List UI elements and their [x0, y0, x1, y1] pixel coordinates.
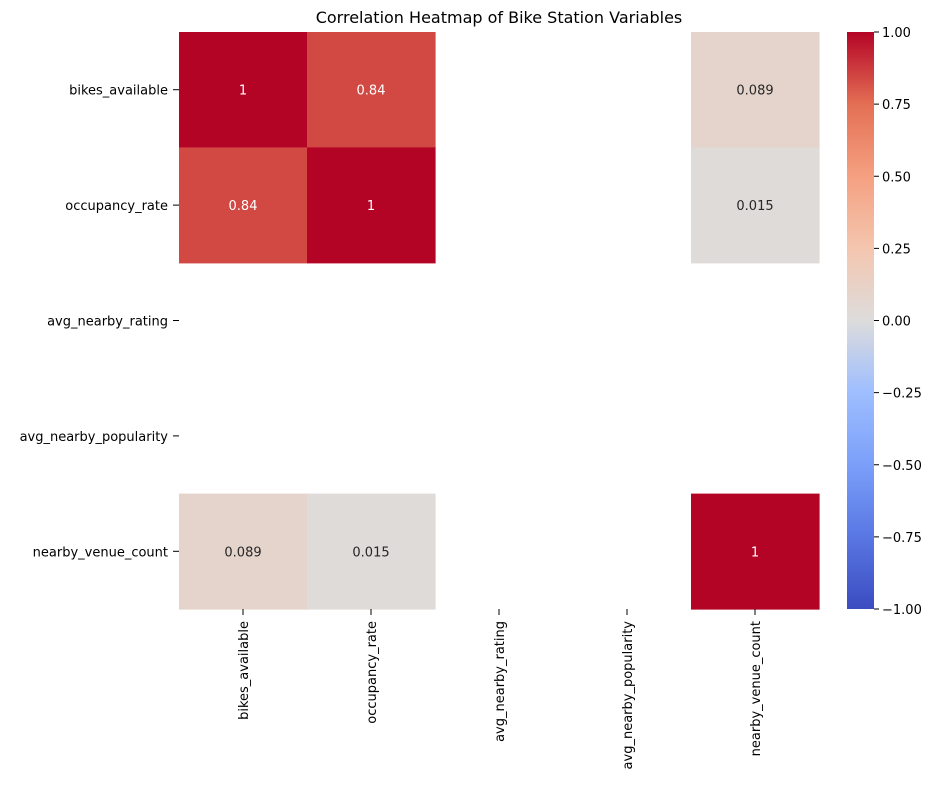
- x-tick-label: occupancy_rate: [365, 621, 380, 724]
- heatmap-cells: [179, 32, 820, 610]
- cell-annotation: 1: [367, 199, 375, 214]
- y-tick-label: avg_nearby_popularity: [20, 430, 169, 445]
- heatmap-cell: [691, 147, 820, 264]
- x-tick-label: nearby_venue_count: [749, 621, 764, 756]
- colorbar-tick-label: −0.50: [882, 459, 922, 474]
- colorbar-tick-label: −0.25: [882, 387, 922, 402]
- x-tick-label: bikes_available: [237, 621, 252, 720]
- colorbar-ticks: 1.00 0.75 0.50 0.25 0.00 −0.25 −0.50 −0.75 −1.00: [874, 26, 922, 618]
- cell-annotation: 0.089: [736, 84, 773, 99]
- cell-annotation: 0.84: [357, 84, 386, 99]
- colorbar-tick-label: 1.00: [882, 26, 911, 41]
- heatmap-cell: [179, 147, 308, 264]
- colorbar-tick-label: −0.75: [882, 531, 922, 546]
- x-tick-label: avg_nearby_popularity: [621, 621, 636, 770]
- cell-annotation: 0.089: [224, 545, 261, 560]
- colorbar-tick-label: 0.25: [882, 242, 911, 257]
- colorbar: [847, 32, 874, 609]
- heatmap-cell: [307, 493, 436, 610]
- heatmap-cell: [307, 147, 436, 264]
- colorbar-tick-label: 0.50: [882, 170, 911, 185]
- x-tick-label: avg_nearby_rating: [493, 621, 508, 742]
- heatmap-cell: [179, 32, 308, 148]
- y-axis: bikes_available occupancy_rate avg_nearby_…: [20, 84, 179, 560]
- chart-title: Correlation Heatmap of Bike Station Vari…: [316, 8, 683, 27]
- heatmap-cell: [179, 493, 308, 610]
- colorbar-gradient: [847, 32, 874, 609]
- y-tick-label: occupancy_rate: [65, 199, 168, 214]
- heatmap-cell: [691, 493, 820, 610]
- cell-annotation: 1: [751, 545, 759, 560]
- cell-annotation: 0.015: [352, 545, 389, 560]
- y-tick-label: bikes_available: [69, 84, 168, 99]
- y-tick-label: nearby_venue_count: [33, 545, 168, 560]
- heatmap-cell: [307, 32, 436, 148]
- heatmap-cell: [691, 32, 820, 148]
- cell-annotation: 0.015: [736, 199, 773, 214]
- cell-annotations: 1 0.84 0.089 0.84 1 0.015 0.089 0.015 1: [224, 84, 773, 561]
- colorbar-tick-label: 0.75: [882, 98, 911, 113]
- x-axis: bikes_available occupancy_rate avg_nearby_…: [237, 609, 764, 769]
- cell-annotation: 1: [239, 84, 247, 99]
- cell-annotation: 0.84: [229, 199, 258, 214]
- y-tick-label: avg_nearby_rating: [47, 315, 168, 330]
- colorbar-tick-label: −1.00: [882, 603, 922, 618]
- colorbar-tick-label: 0.00: [882, 315, 911, 330]
